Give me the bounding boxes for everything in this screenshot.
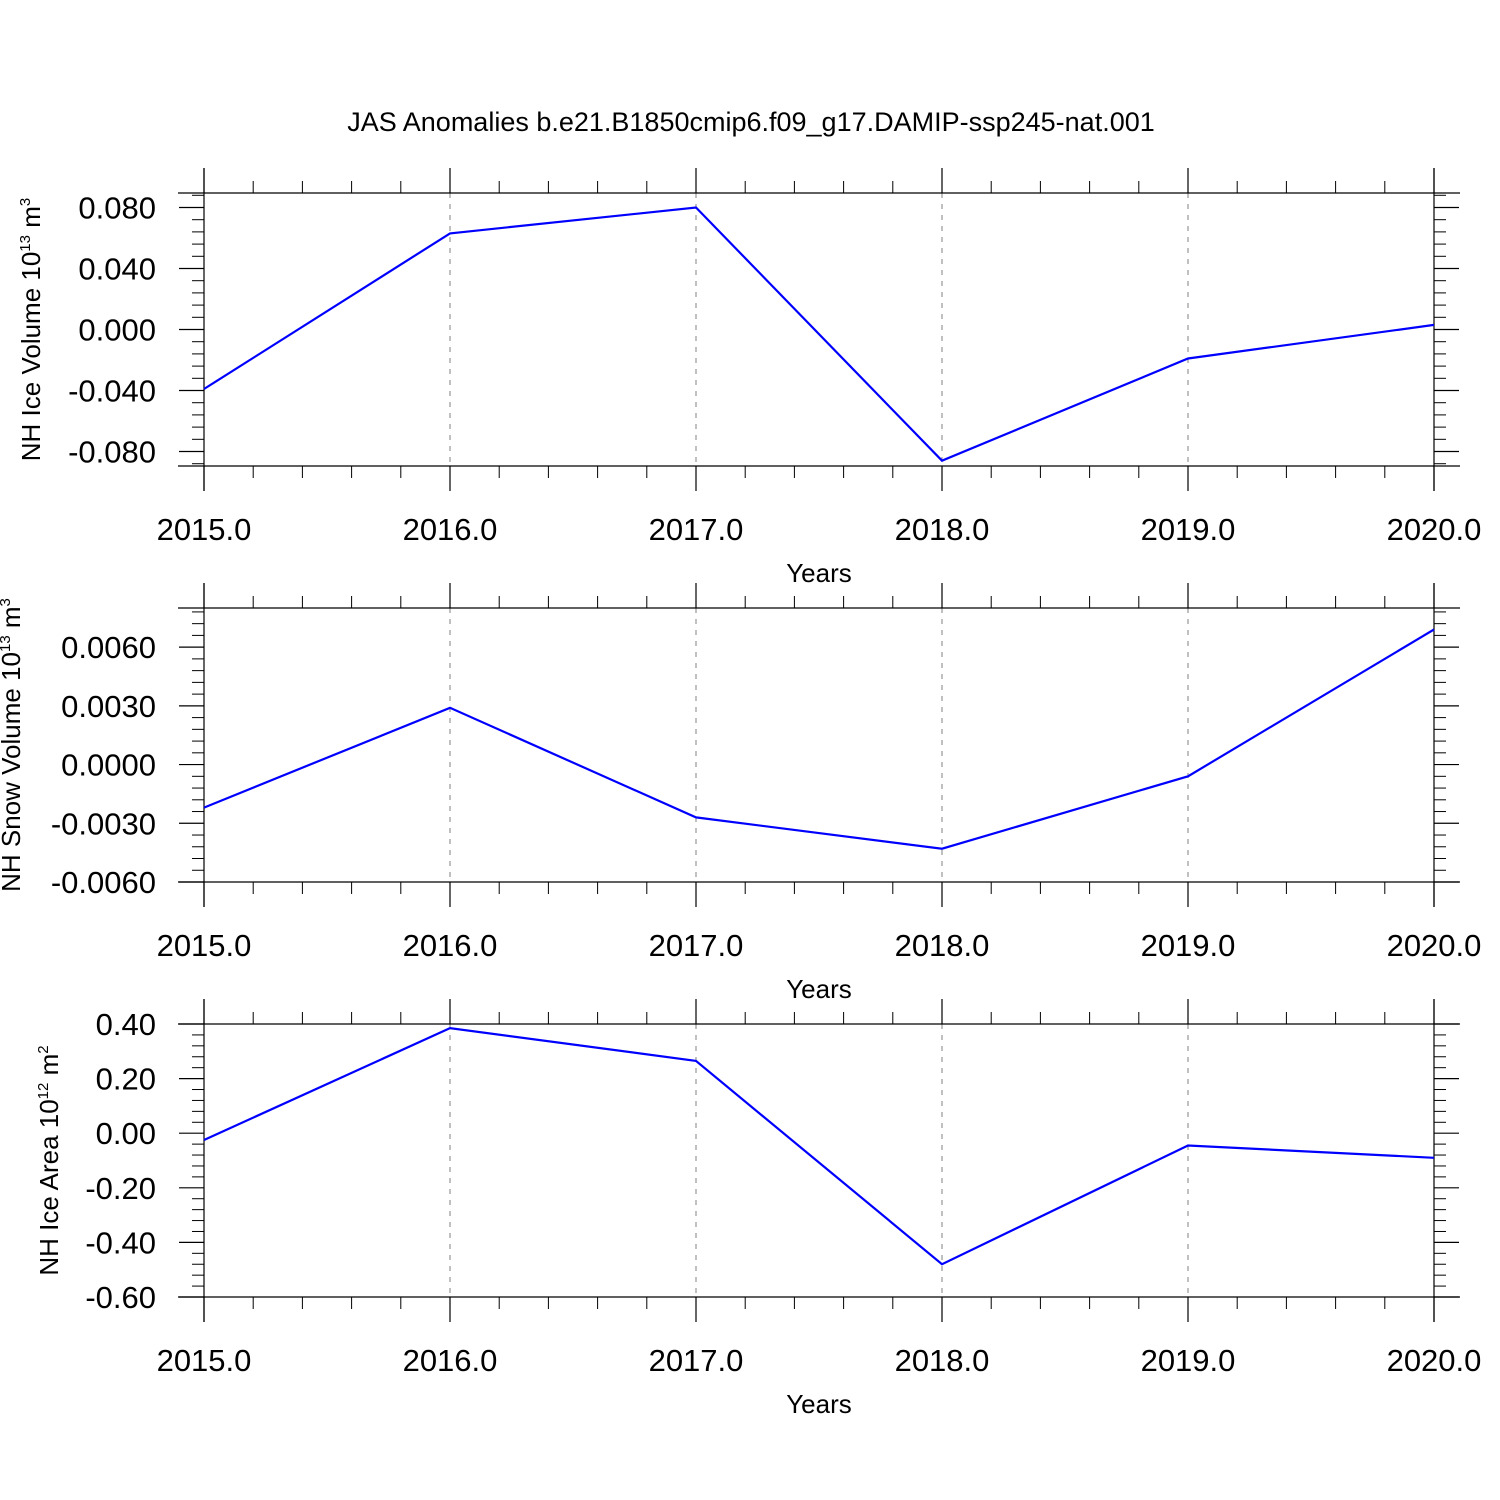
x-tick-label: 2019.0 — [1141, 928, 1236, 963]
x-tick-label: 2020.0 — [1387, 1343, 1482, 1378]
y-tick-label: 0.080 — [78, 190, 156, 225]
x-tick-label: 2018.0 — [895, 928, 990, 963]
y-tick-label: 0.000 — [78, 313, 156, 348]
figure-title: JAS Anomalies b.e21.B1850cmip6.f09_g17.D… — [347, 107, 1155, 137]
series-line — [203, 628, 1435, 850]
y-tick-label: -0.40 — [85, 1225, 156, 1260]
y-axis-title: NH Snow Volume 1013 m3 — [0, 598, 26, 892]
x-tick-label: 2015.0 — [157, 512, 252, 547]
panel-3: 2015.0 2016.0 2017.0 2018.0 2019.0 2020.0 -0.6… — [34, 999, 1481, 1419]
x-tick-label: 2020.0 — [1387, 928, 1482, 963]
x-tick-label: 2018.0 — [895, 1343, 990, 1378]
panel-2: 2015.0 2016.0 2017.0 2018.0 2019.0 2020.0 -0.0… — [0, 583, 1481, 1004]
y-tick-label: 0.20 — [96, 1062, 156, 1097]
x-tick-label: 2016.0 — [403, 928, 498, 963]
y-tick-label: -0.60 — [85, 1280, 156, 1315]
x-axis-title: Years — [786, 558, 852, 588]
x-axis-title: Years — [786, 974, 852, 1004]
x-tick-label: 2017.0 — [649, 928, 744, 963]
y-axis-title: NH Ice Volume 1013 m3 — [16, 198, 46, 461]
panels: 2015.0 2016.0 2017.0 2018.0 2019.0 2020.0 -0.0… — [0, 168, 1481, 1419]
y-tick-label: -0.080 — [68, 435, 156, 470]
x-tick-label: 2020.0 — [1387, 512, 1482, 547]
series-line — [203, 1026, 1435, 1266]
y-axis-title: NH Ice Area 1012 m2 — [34, 1045, 64, 1275]
y-tick-label: 0.00 — [96, 1116, 156, 1151]
y-tick-label: 0.0030 — [61, 689, 156, 724]
y-tick-label: 0.40 — [96, 1007, 156, 1042]
x-tick-label: 2015.0 — [157, 1343, 252, 1378]
x-tick-label: 2015.0 — [157, 928, 252, 963]
x-tick-label: 2018.0 — [895, 512, 990, 547]
y-tick-label: -0.20 — [85, 1171, 156, 1206]
x-tick-label: 2016.0 — [403, 512, 498, 547]
y-tick-label: 0.0000 — [61, 748, 156, 783]
y-tick-label: -0.0060 — [51, 865, 156, 900]
x-tick-label: 2017.0 — [649, 512, 744, 547]
x-tick-label: 2019.0 — [1141, 1343, 1236, 1378]
y-tick-label: 0.040 — [78, 251, 156, 286]
panel-1: 2015.0 2016.0 2017.0 2018.0 2019.0 2020.0 -0.0… — [16, 168, 1481, 588]
x-axis-title: Years — [786, 1389, 852, 1419]
x-tick-label: 2016.0 — [403, 1343, 498, 1378]
y-tick-label: 0.0060 — [61, 630, 156, 665]
x-tick-label: 2017.0 — [649, 1343, 744, 1378]
series-line — [203, 206, 1435, 463]
y-tick-label: -0.040 — [68, 374, 156, 409]
x-tick-label: 2019.0 — [1141, 512, 1236, 547]
y-tick-label: -0.0030 — [51, 806, 156, 841]
